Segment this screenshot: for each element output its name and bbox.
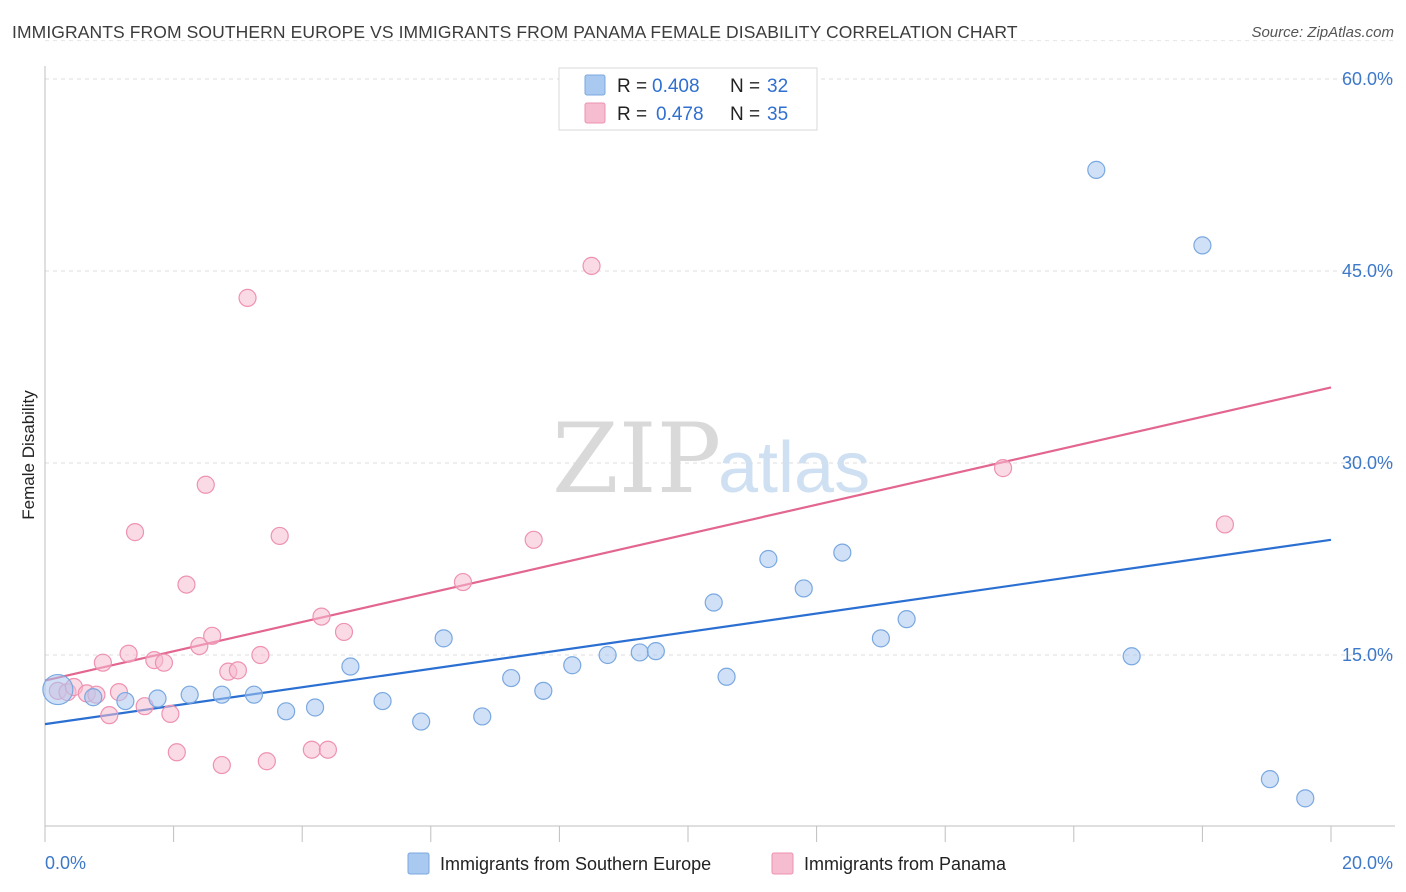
- blue-data-point: [646, 642, 665, 661]
- legend-swatch-pink: [584, 102, 606, 124]
- pink-data-point: [1215, 515, 1235, 534]
- blue-data-point: [434, 629, 453, 648]
- pink-data-point: [161, 704, 180, 723]
- blue-data-point: [502, 668, 521, 688]
- blue-data-point: [244, 685, 264, 704]
- pink-data-point: [100, 706, 119, 725]
- blue-data-point: [897, 610, 916, 629]
- blue-data-point: [630, 643, 649, 662]
- pink-data-point: [119, 644, 138, 663]
- pink-data-point: [453, 572, 473, 592]
- pink-data-point: [302, 740, 321, 759]
- pink-data-point: [177, 575, 196, 594]
- legend-r-value-1: 0.408: [652, 76, 700, 97]
- pink-data-point: [251, 645, 270, 665]
- axes: [44, 66, 1395, 842]
- legend-n-value-2: 35: [767, 104, 788, 125]
- legend-r-label-2: R =: [617, 104, 647, 125]
- blue-data-point: [871, 629, 891, 648]
- pink-data-point: [238, 288, 257, 307]
- source-credit: Source: ZipAtlas.com: [1251, 24, 1394, 41]
- blue-data-point: [277, 702, 296, 721]
- x-tick-label-max: 20.0%: [1342, 853, 1393, 873]
- pink-data-point: [334, 622, 354, 642]
- chart-title: IMMIGRANTS FROM SOUTHERN EUROPE VS IMMIG…: [12, 22, 1018, 42]
- pink-data-point: [125, 523, 145, 542]
- pink-data-point: [257, 752, 276, 771]
- y-tick-label: 15.0%: [1342, 645, 1393, 665]
- blue-data-point: [212, 685, 231, 704]
- blue-data-point: [373, 691, 392, 711]
- bottom-legend-swatch-blue: [407, 852, 430, 875]
- blue-data-point: [473, 707, 492, 726]
- blue-data-point: [148, 689, 167, 708]
- legend-swatch-blue: [584, 74, 606, 96]
- bottom-legend: Immigrants from Southern Europe Immigran…: [407, 852, 1007, 875]
- blue-data-point: [1260, 770, 1280, 789]
- tick-labels: 15.0% 30.0% 45.0% 60.0% 0.0% 20.0%: [45, 69, 1393, 873]
- legend-n-label-2: N =: [730, 104, 760, 125]
- blue-data-point: [84, 688, 103, 707]
- pink-data-point: [270, 526, 289, 546]
- legend-r-value-2: 0.478: [656, 104, 704, 125]
- pink-data-point: [93, 653, 112, 672]
- legend-n-label-1: N =: [730, 76, 760, 97]
- y-tick-label: 45.0%: [1342, 261, 1393, 281]
- pink-data-point: [993, 459, 1013, 478]
- legend: R = 0.408 N = 32 R = 0.478 N = 35: [558, 67, 818, 131]
- blue-data-point: [1122, 647, 1141, 666]
- blue-data-point: [534, 681, 553, 700]
- legend-n-value-1: 32: [767, 76, 788, 97]
- watermark-atlas: atlas: [718, 428, 870, 508]
- blue-data-point: [341, 657, 360, 676]
- trendline-pink: [44, 386, 1332, 682]
- blue-data-point: [704, 593, 723, 612]
- grid-lines: [45, 40, 1395, 656]
- blue-data-point: [305, 698, 325, 717]
- x-tick-label-min: 0.0%: [45, 853, 86, 873]
- pink-data-point: [582, 256, 601, 275]
- blue-data-point: [412, 712, 431, 731]
- pink-data-point: [154, 653, 174, 672]
- pink-data-point: [167, 743, 186, 762]
- blue-data-point: [833, 543, 852, 562]
- trendline-blue: [44, 538, 1332, 726]
- pink-data-point: [190, 636, 209, 656]
- watermark-zip: ZIP: [552, 403, 721, 515]
- bottom-legend-label-2: Immigrants from Panama: [804, 854, 1007, 874]
- blue-data-point: [180, 685, 199, 704]
- bottom-legend-label-1: Immigrants from Southern Europe: [440, 854, 711, 874]
- bottom-legend-swatch-pink: [771, 852, 794, 875]
- pink-data-point: [196, 475, 215, 494]
- blue-data-point: [717, 667, 736, 686]
- pink-data-point: [203, 626, 222, 645]
- blue-data-point: [1087, 160, 1106, 179]
- blue-data-point: [598, 645, 617, 665]
- y-axis-label: Female Disability: [19, 390, 38, 520]
- pink-data-point: [318, 740, 338, 759]
- blue-data-point: [563, 656, 582, 675]
- blue-data-point: [116, 691, 135, 711]
- legend-r-label-1: R =: [617, 76, 647, 97]
- blue-data-point: [42, 673, 74, 706]
- blue-data-point: [1193, 236, 1212, 255]
- blue-data-point: [759, 549, 778, 569]
- pink-data-point: [524, 530, 543, 549]
- y-tick-label: 30.0%: [1342, 453, 1393, 473]
- blue-data-point: [1296, 789, 1315, 808]
- blue-data-point: [794, 579, 813, 598]
- blue-points: [42, 160, 1315, 808]
- pink-data-point: [312, 607, 331, 626]
- pink-data-point: [228, 661, 247, 680]
- pink-data-point: [212, 755, 231, 775]
- y-tick-label: 60.0%: [1342, 69, 1393, 89]
